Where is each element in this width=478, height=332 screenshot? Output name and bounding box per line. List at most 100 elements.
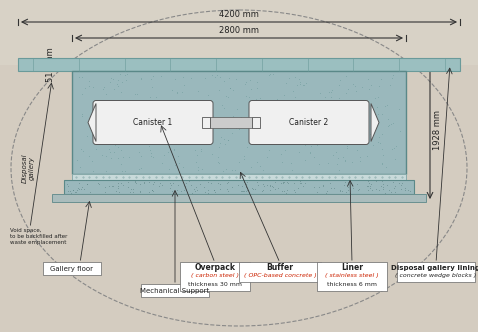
Point — [159, 115, 166, 120]
Point — [263, 182, 271, 187]
Point — [66, 189, 74, 194]
Point — [325, 160, 332, 166]
Point — [254, 182, 261, 188]
Point — [124, 127, 132, 132]
Point — [322, 190, 330, 196]
Text: 4200 mm: 4200 mm — [219, 10, 259, 19]
Text: 2800 mm: 2800 mm — [219, 26, 259, 35]
Point — [166, 122, 174, 127]
Point — [328, 87, 336, 93]
Point — [220, 105, 228, 110]
Point — [166, 131, 174, 136]
FancyBboxPatch shape — [72, 71, 406, 174]
Point — [100, 85, 108, 90]
Point — [327, 135, 335, 140]
Point — [320, 102, 327, 107]
Point — [116, 190, 123, 195]
Point — [89, 168, 97, 173]
Point — [375, 140, 382, 145]
Point — [211, 74, 218, 80]
Point — [250, 186, 257, 192]
Point — [207, 180, 215, 185]
Point — [239, 188, 247, 194]
Point — [375, 187, 382, 192]
Point — [136, 182, 143, 187]
Point — [175, 160, 183, 165]
Point — [373, 186, 380, 192]
Point — [80, 186, 87, 192]
Point — [348, 159, 356, 165]
FancyBboxPatch shape — [317, 262, 387, 291]
Point — [353, 147, 360, 152]
Point — [239, 184, 246, 189]
Point — [366, 186, 373, 191]
Point — [288, 132, 296, 138]
Point — [253, 85, 261, 91]
Point — [381, 104, 389, 109]
Point — [117, 89, 125, 94]
Point — [382, 164, 390, 169]
Point — [321, 99, 328, 104]
Point — [115, 77, 122, 83]
Point — [100, 132, 108, 137]
Point — [316, 90, 324, 95]
Point — [216, 140, 224, 145]
Point — [337, 187, 344, 192]
Point — [117, 147, 125, 153]
Point — [319, 183, 326, 188]
Point — [112, 188, 120, 194]
Point — [266, 187, 274, 193]
Point — [282, 100, 290, 106]
Point — [119, 168, 126, 173]
Point — [373, 105, 381, 110]
Point — [74, 157, 81, 162]
Point — [190, 113, 197, 119]
Point — [243, 144, 250, 150]
Point — [363, 120, 371, 125]
FancyBboxPatch shape — [72, 174, 406, 180]
Point — [338, 128, 346, 134]
Point — [284, 108, 292, 113]
Point — [101, 112, 109, 117]
Point — [127, 138, 135, 143]
Point — [311, 154, 318, 160]
Point — [225, 75, 233, 81]
Point — [367, 83, 375, 88]
Point — [306, 150, 314, 155]
FancyBboxPatch shape — [239, 262, 321, 282]
Point — [254, 133, 261, 138]
FancyBboxPatch shape — [141, 284, 209, 297]
Point — [329, 140, 337, 145]
Point — [335, 95, 343, 101]
Point — [345, 99, 352, 104]
Point — [196, 102, 204, 107]
Point — [327, 89, 335, 95]
Point — [117, 131, 125, 136]
Point — [272, 179, 279, 185]
Point — [333, 162, 341, 167]
Point — [319, 182, 327, 188]
Point — [111, 142, 119, 148]
Point — [279, 116, 286, 121]
Point — [257, 95, 264, 100]
Point — [266, 182, 274, 187]
Point — [289, 88, 297, 93]
Point — [76, 165, 83, 170]
Point — [390, 145, 398, 150]
Point — [200, 184, 207, 190]
Point — [372, 179, 380, 184]
Point — [397, 128, 404, 133]
Point — [315, 161, 323, 167]
Point — [383, 183, 391, 188]
Point — [188, 190, 196, 196]
Point — [155, 118, 163, 124]
Point — [194, 187, 201, 193]
Point — [285, 75, 293, 81]
Point — [228, 185, 236, 190]
Point — [85, 83, 92, 88]
Point — [354, 109, 361, 114]
Point — [268, 183, 276, 188]
Point — [175, 107, 183, 112]
Point — [208, 105, 216, 110]
Point — [316, 105, 324, 111]
